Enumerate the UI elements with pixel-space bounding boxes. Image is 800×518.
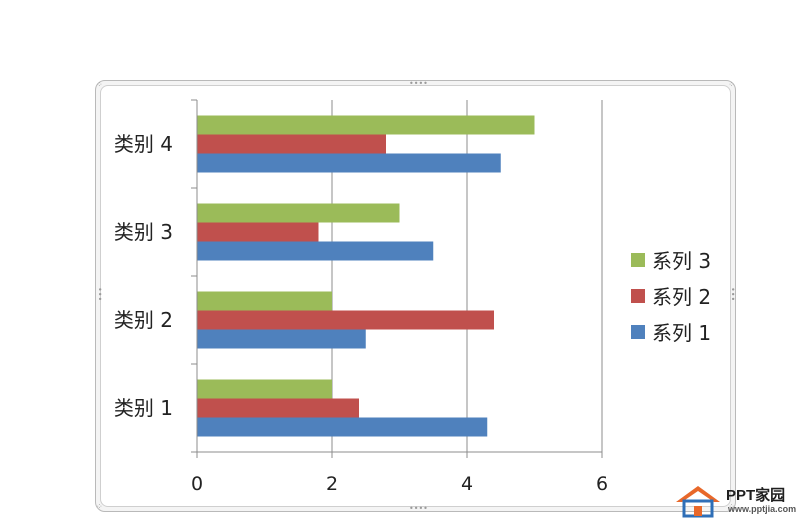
resize-handle-bottom-left[interactable]: ⁘	[96, 502, 103, 511]
category-label: 类别 2	[114, 308, 173, 332]
bar-系列-2-2	[197, 310, 494, 330]
watermark-title: PPT家园	[726, 487, 786, 504]
bar-系列-3-4	[197, 115, 535, 135]
bar-系列-3-3	[197, 203, 400, 223]
category-label: 类别 1	[114, 396, 173, 420]
legend: 系列 3 系列 2 系列 1	[631, 249, 711, 345]
x-tick-label: 4	[461, 473, 473, 495]
legend-label: 系列 1	[652, 321, 711, 345]
bar-系列-1-2	[197, 329, 366, 349]
bar-系列-1-1	[197, 417, 488, 437]
bar-系列-3-2	[197, 291, 332, 311]
x-tick-label: 0	[191, 473, 203, 495]
x-tick-label: 6	[596, 473, 608, 495]
resize-handle-left[interactable]: •••	[95, 287, 104, 302]
bars	[197, 115, 535, 437]
watermark-url: www.pptjia.com	[728, 504, 797, 514]
bar-系列-1-3	[197, 241, 434, 261]
legend-label: 系列 3	[652, 249, 711, 273]
bar-系列-2-1	[197, 398, 359, 418]
category-label: 类别 4	[114, 132, 173, 156]
bar-系列-2-4	[197, 134, 386, 154]
bar-系列-1-4	[197, 153, 501, 173]
house-icon	[676, 486, 720, 518]
resize-handle-right[interactable]: •••	[728, 287, 737, 302]
legend-swatch	[631, 325, 645, 339]
resize-handle-top-right[interactable]: ⁘	[728, 80, 735, 89]
bar-系列-2-3	[197, 222, 319, 242]
bar-系列-3-1	[197, 379, 332, 399]
resize-handle-top[interactable]: ••••	[409, 79, 428, 88]
legend-swatch	[631, 253, 645, 267]
legend-label: 系列 2	[652, 285, 711, 309]
tick-labels: 0 2 4 6 类别 1 类别 2 类别 3 类别 4	[114, 132, 608, 495]
watermark: PPT家园 www.pptjia.com	[674, 482, 800, 518]
x-tick-label: 2	[326, 473, 338, 495]
resize-handle-top-left[interactable]: ⁘	[96, 80, 103, 89]
resize-handle-bottom-right[interactable]: ⁘	[728, 502, 735, 511]
category-label: 类别 3	[114, 220, 173, 244]
axes	[191, 99, 603, 458]
legend-swatch	[631, 289, 645, 303]
resize-handle-bottom[interactable]: ••••	[409, 504, 428, 513]
